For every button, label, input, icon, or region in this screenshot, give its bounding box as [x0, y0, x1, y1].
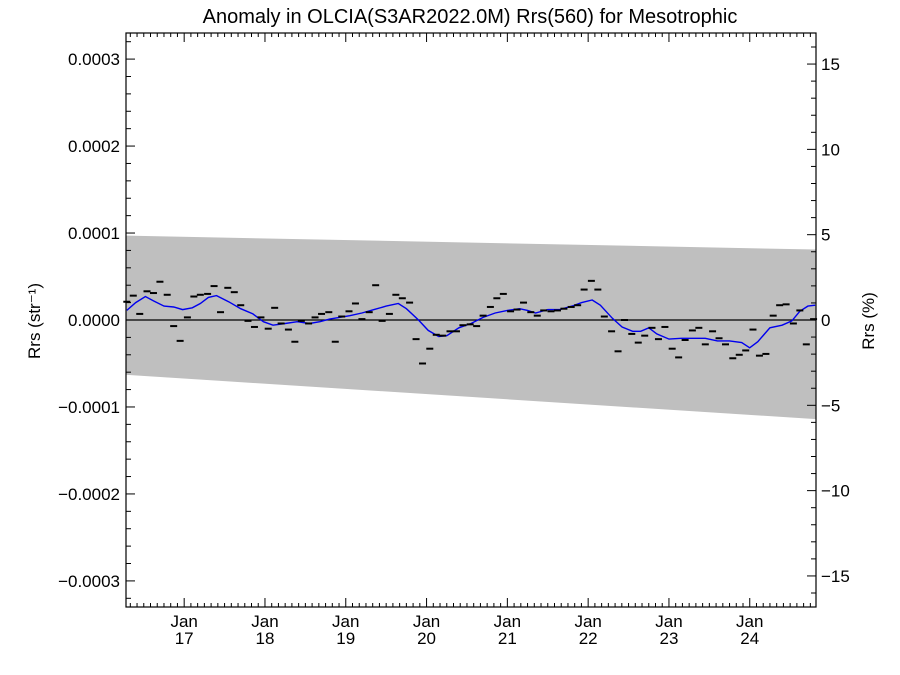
y-right-tick-label: 5 [821, 226, 830, 245]
x-tick-label-year: 19 [336, 629, 355, 648]
y-left-tick-label: 0.0001 [68, 224, 120, 243]
chart-title: Anomaly in OLCIA(S3AR2022.0M) Rrs(560) f… [203, 6, 738, 28]
y-right-tick-label: −5 [821, 396, 840, 415]
axis-labels-layer: Anomaly in OLCIA(S3AR2022.0M) Rrs(560) f… [25, 6, 878, 359]
y-right-tick-label: 10 [821, 140, 840, 159]
x-tick-label-year: 23 [659, 629, 678, 648]
y-left-tick-label: −0.0001 [58, 398, 120, 417]
y-left-tick-label: −0.0002 [58, 485, 120, 504]
uncertainty-envelope [126, 235, 816, 420]
uncertainty-envelope-layer [126, 235, 816, 420]
y-left-tick-label: −0.0003 [58, 572, 120, 591]
x-tick-label-month: Jan [332, 612, 359, 631]
x-tick-label-month: Jan [413, 612, 440, 631]
y-left-tick-label: 0.0000 [68, 311, 120, 330]
x-tick-label-month: Jan [736, 612, 763, 631]
y-left-tick-label: 0.0003 [68, 50, 120, 69]
x-tick-label-year: 17 [175, 629, 194, 648]
y-right-tick-label: −15 [821, 567, 850, 586]
y-right-tick-label: 0 [821, 311, 830, 330]
y-axis-right-label: Rrs (%) [859, 292, 878, 350]
x-tick-label-month: Jan [494, 612, 521, 631]
x-tick-label-year: 21 [498, 629, 517, 648]
axis-ticks-layer: 0.0003 0.0002 0.0001 0.0000 −0.0001 −0.0002 −0… [58, 33, 850, 648]
y-right-tick-label: −10 [821, 482, 850, 501]
x-tick-label-year: 18 [256, 629, 275, 648]
y-axis-left-label: Rrs (str⁻¹) [25, 283, 44, 359]
x-tick-label-year: 22 [579, 629, 598, 648]
x-tick-label-month: Jan [170, 612, 197, 631]
x-tick-label-year: 20 [417, 629, 436, 648]
x-tick-label-month: Jan [655, 612, 682, 631]
monthly-anomaly-layer [123, 279, 818, 365]
y-right-tick-label: 15 [821, 55, 840, 74]
x-tick-label-month: Jan [574, 612, 601, 631]
x-tick-label-year: 24 [740, 629, 759, 648]
y-left-tick-label: 0.0002 [68, 137, 120, 156]
x-tick-label-month: Jan [251, 612, 278, 631]
